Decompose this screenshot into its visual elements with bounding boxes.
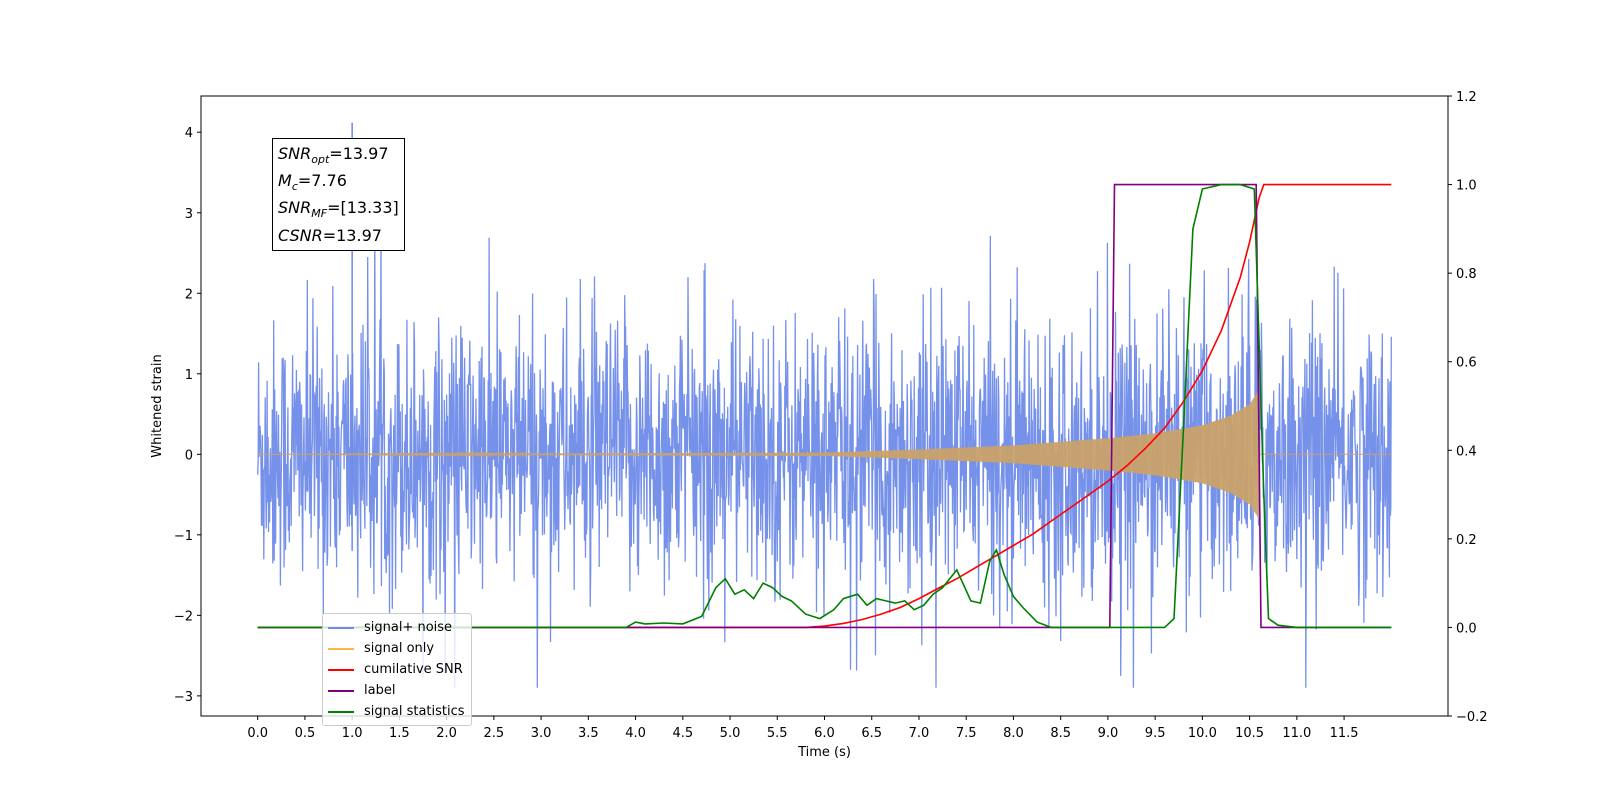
legend-item-label: label <box>328 680 465 701</box>
snr-opt-line: SNRopt=13.97 <box>278 144 389 167</box>
x-tick-label: 0.5 <box>295 726 316 741</box>
x-tick-label: 5.5 <box>767 726 788 741</box>
legend-swatch <box>328 647 354 650</box>
series-cumulative-snr <box>257 183 1392 629</box>
x-tick-label: 8.5 <box>1050 726 1071 741</box>
series-signal-noise <box>257 203 1392 688</box>
y2-tick-label: 1.2 <box>1456 90 1477 105</box>
y-tick-label: −2 <box>174 609 193 624</box>
x-axis: 0.0 0.5 1.0 1.5 2.0 2.5 3.0 3.5 4.0 4.5 5.0 5.5 6.0 6… <box>247 716 1359 741</box>
x-axis-label: Time (s) <box>797 745 851 760</box>
x-tick-label: 1.0 <box>342 726 363 741</box>
y-tick-label: 1 <box>185 368 193 383</box>
x-tick-label: 4.0 <box>625 726 646 741</box>
y2-tick-label: −0.2 <box>1456 710 1488 725</box>
legend-swatch <box>328 626 354 629</box>
x-tick-label: 5.0 <box>720 726 741 741</box>
y2-tick-label: 0.4 <box>1456 444 1477 459</box>
x-tick-label: 2.0 <box>436 726 457 741</box>
x-tick-label: 9.5 <box>1145 726 1166 741</box>
y-tick-label: 2 <box>185 287 193 302</box>
legend-item-signal-noise: signal+ noise <box>328 617 465 638</box>
legend-swatch <box>328 668 354 671</box>
x-tick-label: 6.0 <box>814 726 835 741</box>
x-tick-label: 3.5 <box>578 726 599 741</box>
legend-item-signal-statistics: signal statistics <box>328 701 465 722</box>
chirp-mass-line: Mc=7.76 <box>278 171 347 194</box>
x-tick-label: 2.5 <box>484 726 505 741</box>
y2-tick-label: 0.2 <box>1456 533 1477 548</box>
y-axis-label: Whitened strain <box>150 354 165 457</box>
x-tick-label: 9.0 <box>1098 726 1119 741</box>
y-axis-right: −0.2 0.0 0.2 0.4 0.6 0.8 1.0 1.2 <box>1448 90 1488 725</box>
series-signal-statistics <box>257 183 1392 629</box>
plot-layers <box>257 122 1392 688</box>
x-tick-label: 11.0 <box>1282 726 1311 741</box>
x-tick-label: 11.5 <box>1330 726 1359 741</box>
snr-mf-line: SNRMF=[13.33] <box>278 198 399 221</box>
y2-tick-label: 0.0 <box>1456 621 1477 636</box>
x-tick-label: 1.5 <box>389 726 410 741</box>
y-tick-label: 3 <box>185 207 193 222</box>
snr-info-box: SNRopt=13.97 Mc=7.76 SNRMF=[13.33] CSNR=… <box>272 138 405 251</box>
y-tick-label: −1 <box>174 529 193 544</box>
x-tick-label: 8.0 <box>1003 726 1024 741</box>
x-tick-label: 0.0 <box>247 726 268 741</box>
x-tick-label: 6.5 <box>861 726 882 741</box>
y-tick-label: 0 <box>185 448 193 463</box>
x-tick-label: 4.5 <box>672 726 693 741</box>
x-tick-label: 7.0 <box>909 726 930 741</box>
x-tick-label: 3.0 <box>531 726 552 741</box>
legend-swatch <box>328 710 354 713</box>
legend-swatch <box>328 689 354 692</box>
legend-item-signal-only: signal only <box>328 638 465 659</box>
x-tick-label: 10.0 <box>1188 726 1217 741</box>
legend: signal+ noise signal only cumilative SNR… <box>322 613 472 726</box>
series-signal-only <box>257 390 1392 519</box>
x-tick-label: 10.5 <box>1235 726 1264 741</box>
y-tick-label: −3 <box>174 690 193 705</box>
y2-tick-label: 1.0 <box>1456 179 1477 194</box>
y-tick-label: 4 <box>185 126 193 141</box>
y2-tick-label: 0.6 <box>1456 356 1477 371</box>
y2-tick-label: 0.8 <box>1456 267 1477 282</box>
csnr-line: CSNR=13.97 <box>278 225 382 245</box>
series-label <box>257 183 1392 629</box>
x-tick-label: 7.5 <box>956 726 977 741</box>
legend-item-cumulative-snr: cumilative SNR <box>328 659 465 680</box>
y-axis-left: −3 −2 −1 0 1 2 3 4 <box>174 126 201 705</box>
